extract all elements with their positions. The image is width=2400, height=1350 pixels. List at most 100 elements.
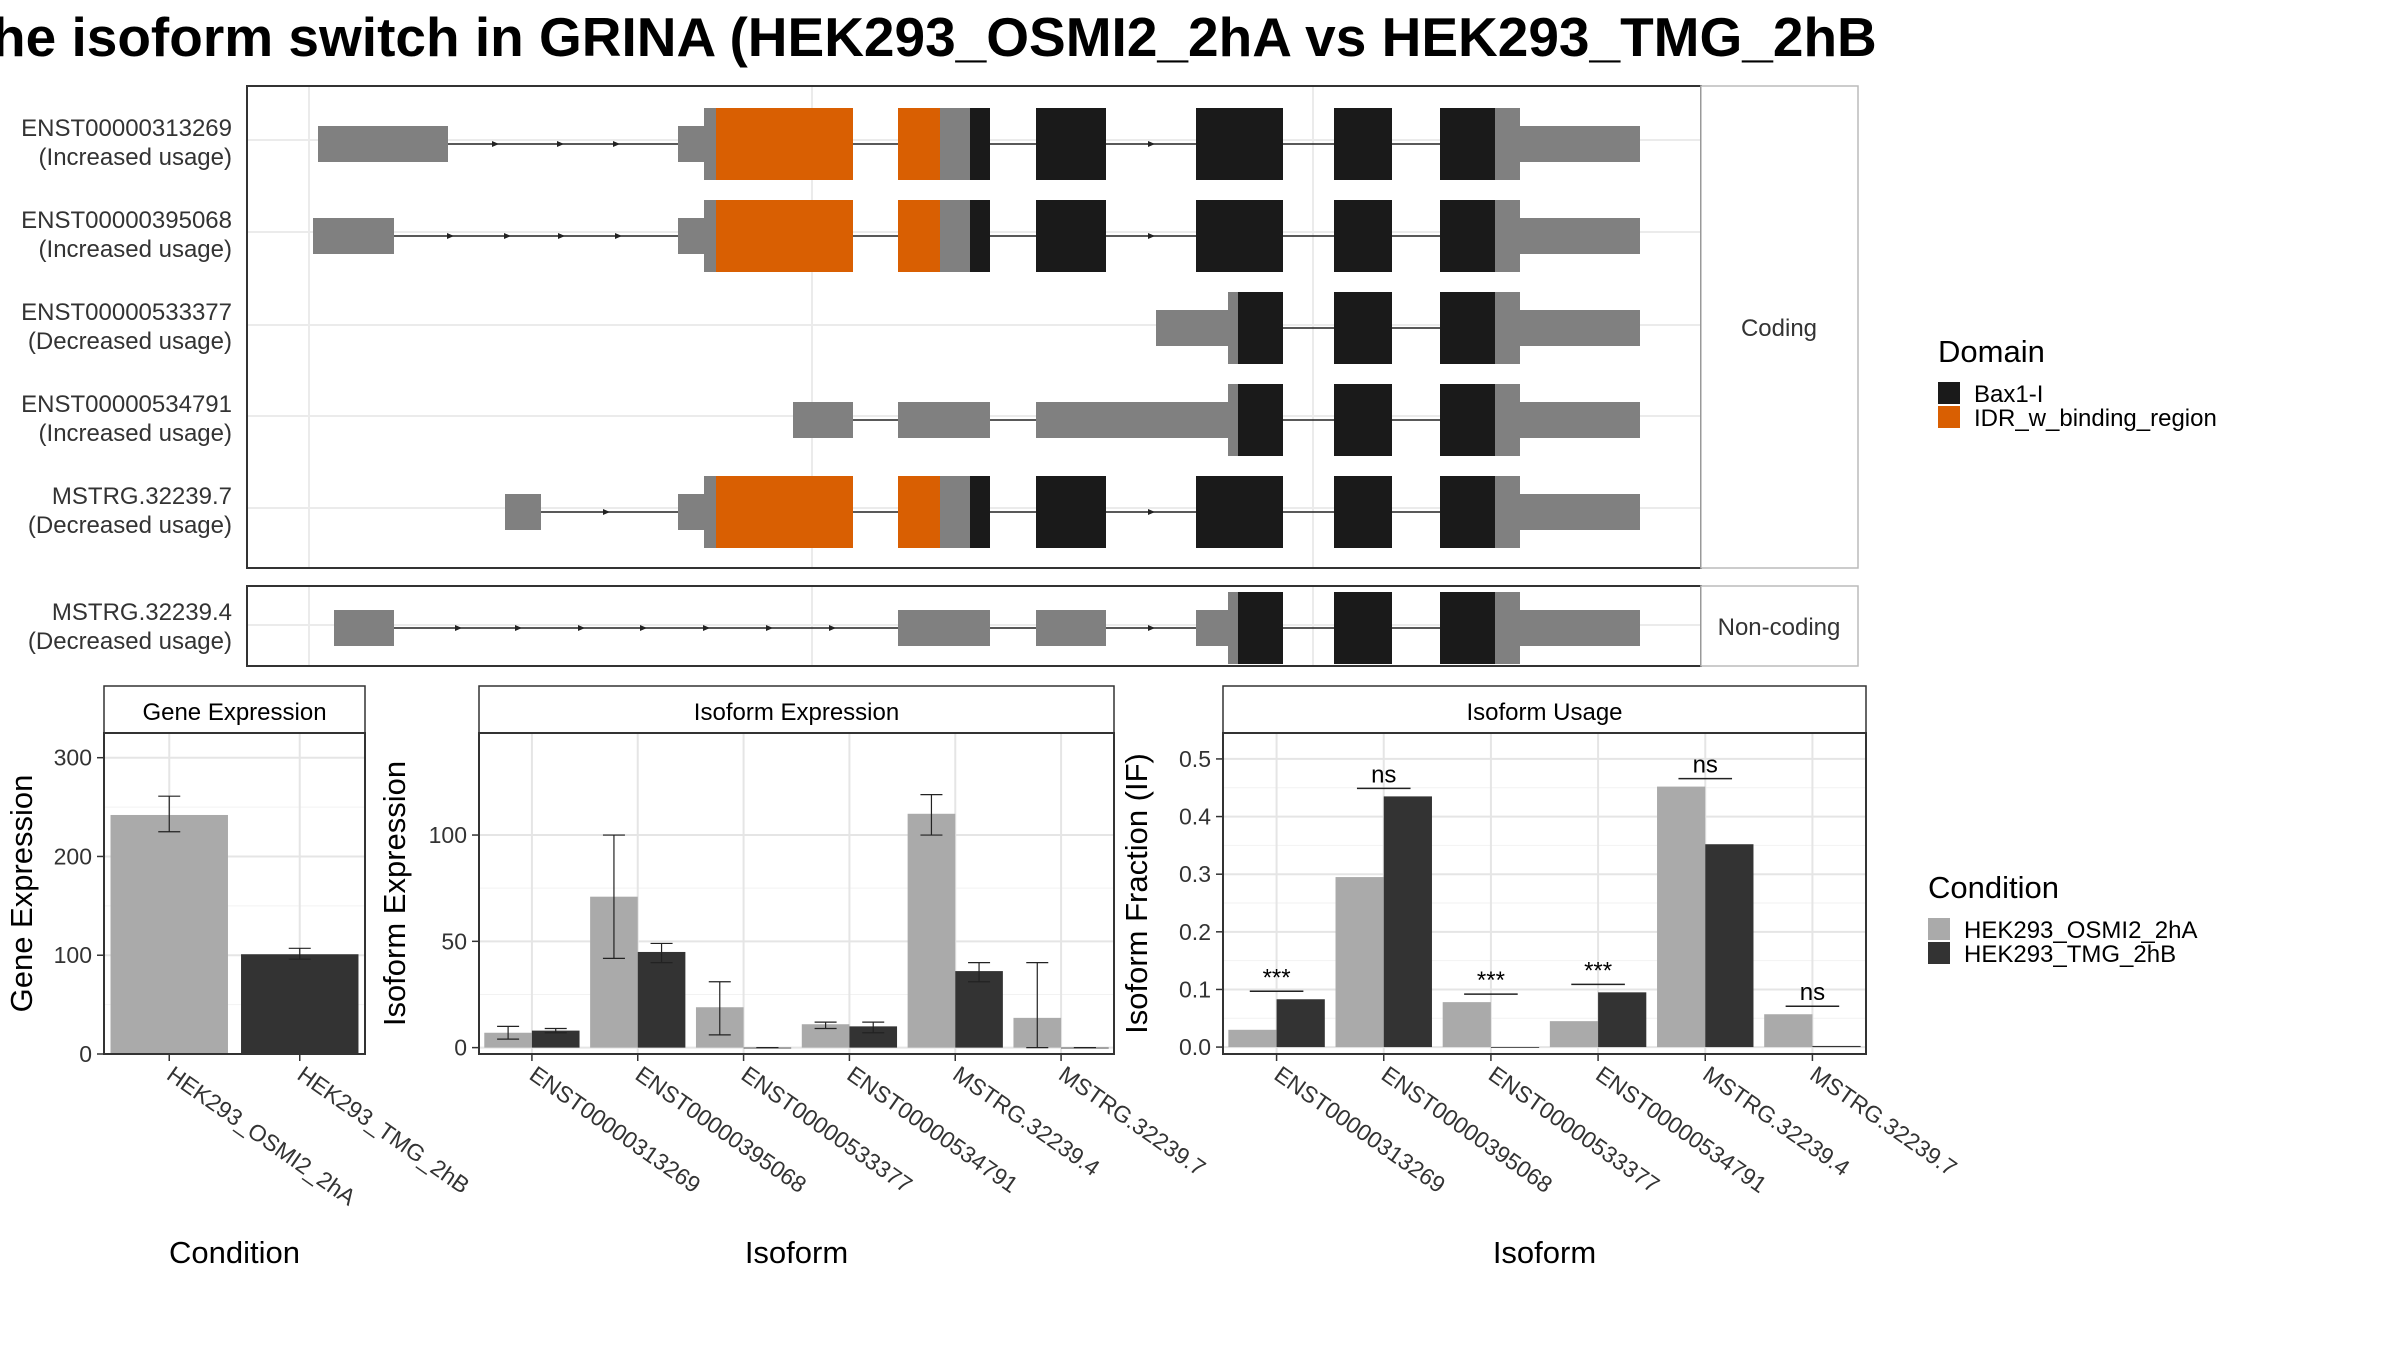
panel-title: Gene Expression xyxy=(142,699,326,726)
isoform-row-id: MSTRG.32239.7 xyxy=(52,483,232,510)
structure-noncoding-transcripts xyxy=(334,592,1640,664)
utr-exon xyxy=(1520,126,1640,162)
x-tick-label: ENST00000313269 xyxy=(525,1061,705,1198)
x-tick-label: ENST00000395068 xyxy=(1377,1061,1557,1198)
utr-exon xyxy=(1520,402,1640,438)
strand-arrow xyxy=(615,233,622,239)
coding-exon xyxy=(1495,200,1520,272)
structure-row-labels: ENST00000313269(Increased usage)ENST0000… xyxy=(21,115,232,655)
y-tick-label: 0.0 xyxy=(1179,1034,1211,1060)
utr-exon xyxy=(678,218,704,254)
y-tick-label: 100 xyxy=(54,942,92,968)
coding-exon xyxy=(704,200,716,272)
panel-title: Isoform Usage xyxy=(1466,699,1622,726)
utr-exon xyxy=(1520,610,1640,646)
bar xyxy=(531,1030,580,1048)
structure-coding-transcripts xyxy=(313,108,1640,548)
y-tick-label: 100 xyxy=(429,822,467,848)
transcript-model xyxy=(318,108,1640,180)
y-tick-label: 0.1 xyxy=(1179,976,1211,1002)
bar xyxy=(801,1024,850,1048)
bax1i-domain-exon xyxy=(1334,292,1392,364)
utr-exon xyxy=(678,126,704,162)
strand-arrow xyxy=(1148,141,1155,147)
y-tick-label: 0.2 xyxy=(1179,919,1211,945)
coding-exon xyxy=(704,108,716,180)
coding-exon xyxy=(1228,292,1238,364)
bax1i-domain-exon xyxy=(1334,476,1392,548)
utr-exon xyxy=(505,494,541,530)
bar xyxy=(1657,786,1706,1048)
bax1i-domain-exon xyxy=(1036,108,1106,180)
y-tick-label: 0.3 xyxy=(1179,861,1211,887)
bax1i-domain-exon xyxy=(1334,108,1392,180)
bax1i-domain-exon xyxy=(1440,108,1495,180)
legend-swatch-bax1i xyxy=(1938,382,1960,404)
utr-exon xyxy=(1520,218,1640,254)
strand-arrow xyxy=(703,625,710,631)
legend-label-cond-a: HEK293_OSMI2_2hA xyxy=(1964,917,2197,944)
panel-border xyxy=(478,732,1115,1055)
legend-label-idr: IDR_w_binding_region xyxy=(1974,405,2217,432)
strand-arrow xyxy=(1148,625,1155,631)
utr-exon xyxy=(1036,402,1228,438)
coding-exon xyxy=(1495,292,1520,364)
utr-exon xyxy=(1520,310,1640,346)
structure-noncoding-panel: Non-coding xyxy=(246,585,1859,667)
strip-noncoding-label: Non-coding xyxy=(1718,614,1841,641)
panel-border xyxy=(103,732,366,1055)
isoform-row-id: ENST00000395068 xyxy=(21,207,232,234)
utr-exon xyxy=(318,126,448,162)
utr-exon xyxy=(334,610,394,646)
x-tick-label: ENST00000534791 xyxy=(843,1061,1023,1198)
bax1i-domain-exon xyxy=(970,476,990,548)
isoform-row-id: MSTRG.32239.4 xyxy=(52,599,232,626)
strand-arrow xyxy=(558,233,565,239)
bax1i-domain-exon xyxy=(1440,592,1495,664)
bax1i-domain-exon xyxy=(1196,476,1283,548)
x-axis-title: Condition xyxy=(169,1235,300,1270)
isoform-row-id: ENST00000533377 xyxy=(21,299,232,326)
strip-coding-label: Coding xyxy=(1741,315,1817,342)
bax1i-domain-exon xyxy=(1196,108,1283,180)
structure-coding-panel: Coding xyxy=(246,85,1859,569)
utr-exon xyxy=(898,402,990,438)
legend-swatch-cond-b xyxy=(1928,942,1950,964)
bar xyxy=(1812,1045,1861,1048)
y-tick-label: 200 xyxy=(54,843,92,869)
y-axis-title: Isoform Expression xyxy=(377,761,412,1026)
transcript-model xyxy=(313,200,1640,272)
strand-arrow xyxy=(447,233,454,239)
isoform-row-usage: (Decreased usage) xyxy=(28,328,232,355)
bar xyxy=(484,1032,532,1048)
figure-title: he isoform switch in GRINA (HEK293_OSMI2… xyxy=(0,6,1877,68)
bax1i-domain-exon xyxy=(1036,200,1106,272)
strand-arrow xyxy=(492,141,499,147)
x-tick-label: ENST00000395068 xyxy=(631,1061,811,1198)
strand-arrow xyxy=(829,625,836,631)
bax1i-domain-exon xyxy=(1440,476,1495,548)
bax1i-domain-exon xyxy=(1334,200,1392,272)
y-tick-label: 0 xyxy=(79,1041,92,1067)
isoform-row-usage: (Increased usage) xyxy=(39,144,232,171)
idr-domain-exon xyxy=(716,200,853,272)
bax1i-domain-exon xyxy=(1440,292,1495,364)
bax1i-domain-exon xyxy=(1238,292,1283,364)
strip-coding xyxy=(1700,85,1859,569)
bax1i-domain-exon xyxy=(1036,476,1106,548)
bar xyxy=(1549,1021,1599,1048)
strand-arrow xyxy=(504,233,511,239)
bax1i-domain-exon xyxy=(1238,384,1283,456)
bax1i-domain-exon xyxy=(1334,592,1392,664)
strand-arrow xyxy=(640,625,647,631)
legend-swatch-cond-a xyxy=(1928,918,1950,940)
coding-exon xyxy=(1495,108,1520,180)
transcript-model xyxy=(1156,292,1640,364)
utr-exon xyxy=(898,610,990,646)
transcript-model xyxy=(334,592,1640,664)
coding-exon xyxy=(940,476,970,548)
x-tick-label: ENST00000533377 xyxy=(1484,1061,1664,1198)
bar xyxy=(241,954,359,1054)
bar xyxy=(1228,1029,1277,1048)
